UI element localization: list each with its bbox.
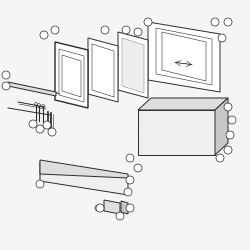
Circle shape (226, 131, 234, 139)
Circle shape (126, 154, 134, 162)
Circle shape (116, 212, 124, 220)
Circle shape (224, 103, 232, 111)
Polygon shape (88, 38, 118, 102)
Circle shape (126, 176, 134, 184)
Circle shape (2, 71, 10, 79)
Circle shape (29, 120, 37, 128)
Circle shape (95, 205, 101, 211)
Circle shape (134, 28, 142, 36)
Circle shape (43, 121, 51, 129)
Circle shape (40, 31, 48, 39)
Polygon shape (122, 38, 144, 93)
Polygon shape (40, 162, 128, 195)
Circle shape (211, 18, 219, 26)
Circle shape (36, 125, 44, 133)
Circle shape (134, 164, 142, 172)
Circle shape (48, 128, 56, 136)
Circle shape (216, 154, 224, 162)
Circle shape (101, 26, 109, 34)
Polygon shape (40, 160, 128, 178)
Polygon shape (138, 98, 228, 110)
Polygon shape (55, 42, 88, 108)
Circle shape (122, 26, 130, 34)
Polygon shape (148, 22, 220, 92)
Polygon shape (104, 200, 120, 214)
Circle shape (144, 18, 152, 26)
Polygon shape (121, 201, 128, 214)
Polygon shape (215, 98, 228, 155)
Polygon shape (118, 32, 148, 98)
Circle shape (124, 188, 132, 196)
Circle shape (96, 204, 104, 212)
Circle shape (224, 18, 232, 26)
Circle shape (51, 26, 59, 34)
Circle shape (224, 146, 232, 154)
Polygon shape (8, 82, 56, 96)
Circle shape (36, 180, 44, 188)
Circle shape (228, 116, 236, 124)
Circle shape (2, 82, 10, 90)
Circle shape (218, 34, 226, 42)
Circle shape (126, 204, 134, 212)
Polygon shape (138, 110, 215, 155)
